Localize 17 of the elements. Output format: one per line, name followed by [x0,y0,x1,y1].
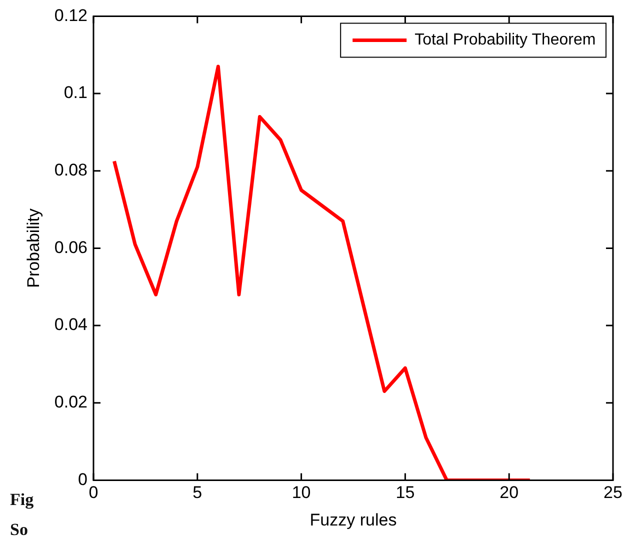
x-tick-label: 25 [604,483,622,502]
y-tick-label: 0.02 [54,392,88,412]
text: So [10,519,29,539]
x-tick-label: 10 [292,483,311,502]
y-tick-label: 0 [78,470,88,489]
x-tick-label: 20 [500,483,519,502]
y-tick-label: 0.1 [64,83,88,102]
y-tick-label: 0.08 [54,160,88,180]
x-axis-title: Fuzzy rules [310,510,397,530]
y-tick-label: 0.12 [54,6,88,25]
legend-label: Total Probability Theorem [414,32,596,49]
y-axis-title: Probability [24,208,43,288]
text: Fig [10,489,34,511]
y-tick-label: 0.04 [54,315,88,334]
y-tick-label: 0.06 [54,238,88,257]
x-tick-label: 15 [396,483,415,502]
x-tick-label: 5 [192,483,202,502]
